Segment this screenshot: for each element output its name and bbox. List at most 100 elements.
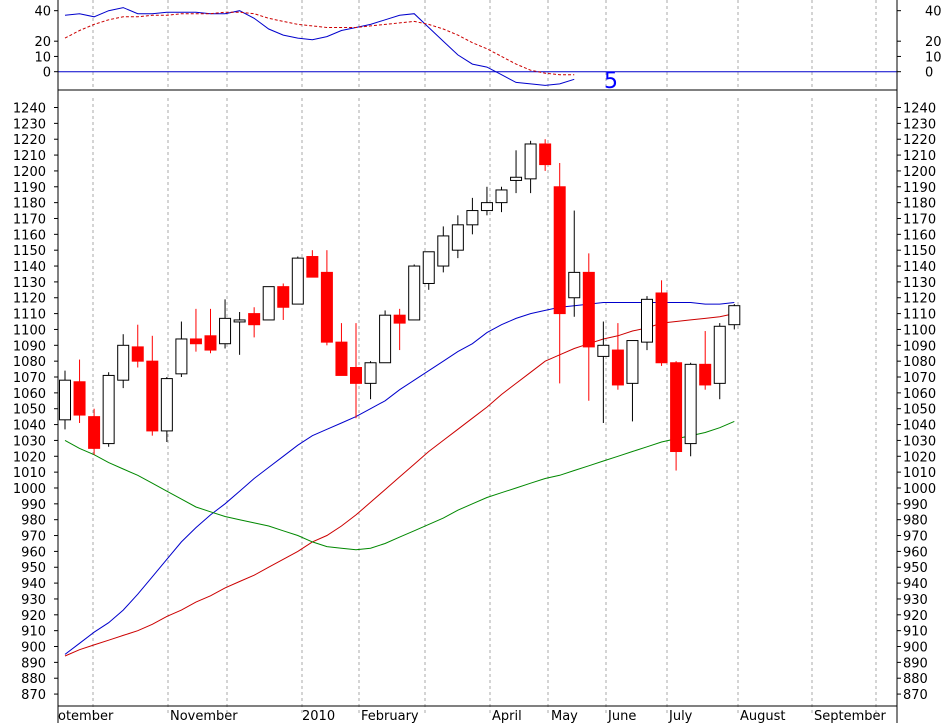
month-label: May xyxy=(551,709,578,723)
candle-body xyxy=(539,143,552,166)
price-tick-label-left: 1200 xyxy=(13,165,46,180)
candle-body xyxy=(59,379,71,421)
candle-body xyxy=(262,286,275,321)
indicator-line-signal xyxy=(64,11,575,76)
indicator-tick-label-left: 20 xyxy=(34,35,51,50)
price-tick-label-left: 960 xyxy=(21,545,46,560)
price-grid xyxy=(92,98,877,716)
price-tick-label-left: 1140 xyxy=(13,260,46,275)
moving-average-ma_short xyxy=(64,313,735,657)
price-tick-label-right: 1060 xyxy=(903,387,936,402)
price-tick-label-left: 1190 xyxy=(13,181,46,196)
price-tick-label-left: 1040 xyxy=(13,419,46,434)
candle-body xyxy=(699,363,712,386)
price-tick-label-right: 1210 xyxy=(903,149,936,164)
price-tick-label-right: 1200 xyxy=(903,165,936,180)
price-tick-label-left: 880 xyxy=(21,672,46,687)
month-label: otember xyxy=(58,709,114,723)
price-tick-label-right: 980 xyxy=(903,514,928,529)
price-tick-label-right: 1130 xyxy=(903,276,936,291)
price-tick-label-left: 1110 xyxy=(13,308,46,323)
candle-body xyxy=(495,189,508,204)
candle-body xyxy=(73,381,86,416)
candle-body xyxy=(510,176,523,181)
price-tick-label-right: 880 xyxy=(903,672,928,687)
candle-body xyxy=(713,325,726,384)
price-tick-label-right: 920 xyxy=(903,609,928,624)
price-tick-label-left: 1070 xyxy=(13,371,46,386)
price-tick-label-left: 1150 xyxy=(13,244,46,259)
candle-body xyxy=(641,298,653,343)
candle-body xyxy=(626,340,639,384)
candle-body xyxy=(175,338,188,375)
indicator-tick-label-right: 20 xyxy=(925,35,942,50)
indicator-tick-label-left: 10 xyxy=(34,50,51,65)
price-tick-label-left: 950 xyxy=(21,561,46,576)
indicator-plot xyxy=(58,7,897,86)
price-tick-label-left: 1180 xyxy=(13,197,46,212)
candle-body xyxy=(451,224,464,251)
price-tick-label-left: 1020 xyxy=(13,450,46,465)
indicator-tick-label-left: 0 xyxy=(43,66,51,81)
indicator-line-main xyxy=(64,7,575,86)
candle-body xyxy=(728,305,741,326)
price-tick-label-left: 1120 xyxy=(13,292,46,307)
moving-average-ma_mid xyxy=(64,302,735,655)
candle-body xyxy=(189,338,202,345)
price-tick-label-right: 1030 xyxy=(903,434,936,449)
candle-body xyxy=(684,363,697,445)
candle-body xyxy=(248,313,261,326)
month-label: November xyxy=(170,709,238,723)
price-tick-label-right: 910 xyxy=(903,625,928,640)
price-tick-label-right: 930 xyxy=(903,593,928,608)
price-tick-label-right: 1120 xyxy=(903,292,936,307)
candle-body xyxy=(408,265,421,321)
price-tick-label-left: 1080 xyxy=(13,355,46,370)
candle-body xyxy=(524,143,537,180)
price-tick-label-right: 900 xyxy=(903,641,928,656)
candle-body xyxy=(379,314,392,364)
price-tick-label-left: 1170 xyxy=(13,212,46,227)
price-tick-label-left: 990 xyxy=(21,498,46,513)
price-tick-label-left: 1090 xyxy=(13,339,46,354)
price-tick-label-right: 1070 xyxy=(903,371,936,386)
price-tick-label-left: 890 xyxy=(21,656,46,671)
candle-body xyxy=(320,271,333,343)
price-tick-label-right: 1090 xyxy=(903,339,936,354)
candle-body xyxy=(306,256,319,278)
price-tick-label-right: 890 xyxy=(903,656,928,671)
price-tick-label-right: 1110 xyxy=(903,308,936,323)
candle-body xyxy=(204,335,217,351)
candle-body xyxy=(655,292,668,364)
price-tick-label-right: 950 xyxy=(903,561,928,576)
month-label: February xyxy=(361,709,419,723)
month-label: June xyxy=(607,709,636,723)
candle-body xyxy=(480,202,493,212)
indicator-tick-label-right: 10 xyxy=(925,50,942,65)
price-tick-label-right: 1140 xyxy=(903,260,936,275)
candle-body xyxy=(233,319,246,323)
price-tick-label-right: 1190 xyxy=(903,181,936,196)
candle-body xyxy=(393,314,406,324)
price-tick-label-left: 1100 xyxy=(13,323,46,338)
month-label: April xyxy=(492,709,522,723)
month-label: September xyxy=(814,709,887,723)
price-tick-label-left: 1030 xyxy=(13,434,46,449)
price-tick-label-right: 1220 xyxy=(903,133,936,148)
indicator-tick-label-left: 40 xyxy=(34,5,51,20)
candle-body xyxy=(611,349,624,386)
indicator-tick-label-right: 0 xyxy=(925,66,933,81)
price-tick-label-left: 870 xyxy=(21,688,46,703)
candle-body xyxy=(160,378,173,432)
candle-body xyxy=(553,186,566,315)
price-tick-label-left: 1010 xyxy=(13,466,46,481)
price-tick-label-right: 1050 xyxy=(903,403,936,418)
price-tick-label-left: 1210 xyxy=(13,149,46,164)
price-tick-label-left: 1130 xyxy=(13,276,46,291)
candle-body xyxy=(350,367,362,384)
price-tick-label-right: 1000 xyxy=(903,482,936,497)
price-tick-label-right: 1040 xyxy=(903,419,936,434)
price-tick-label-right: 870 xyxy=(903,688,928,703)
price-tick-label-left: 1240 xyxy=(13,102,46,117)
